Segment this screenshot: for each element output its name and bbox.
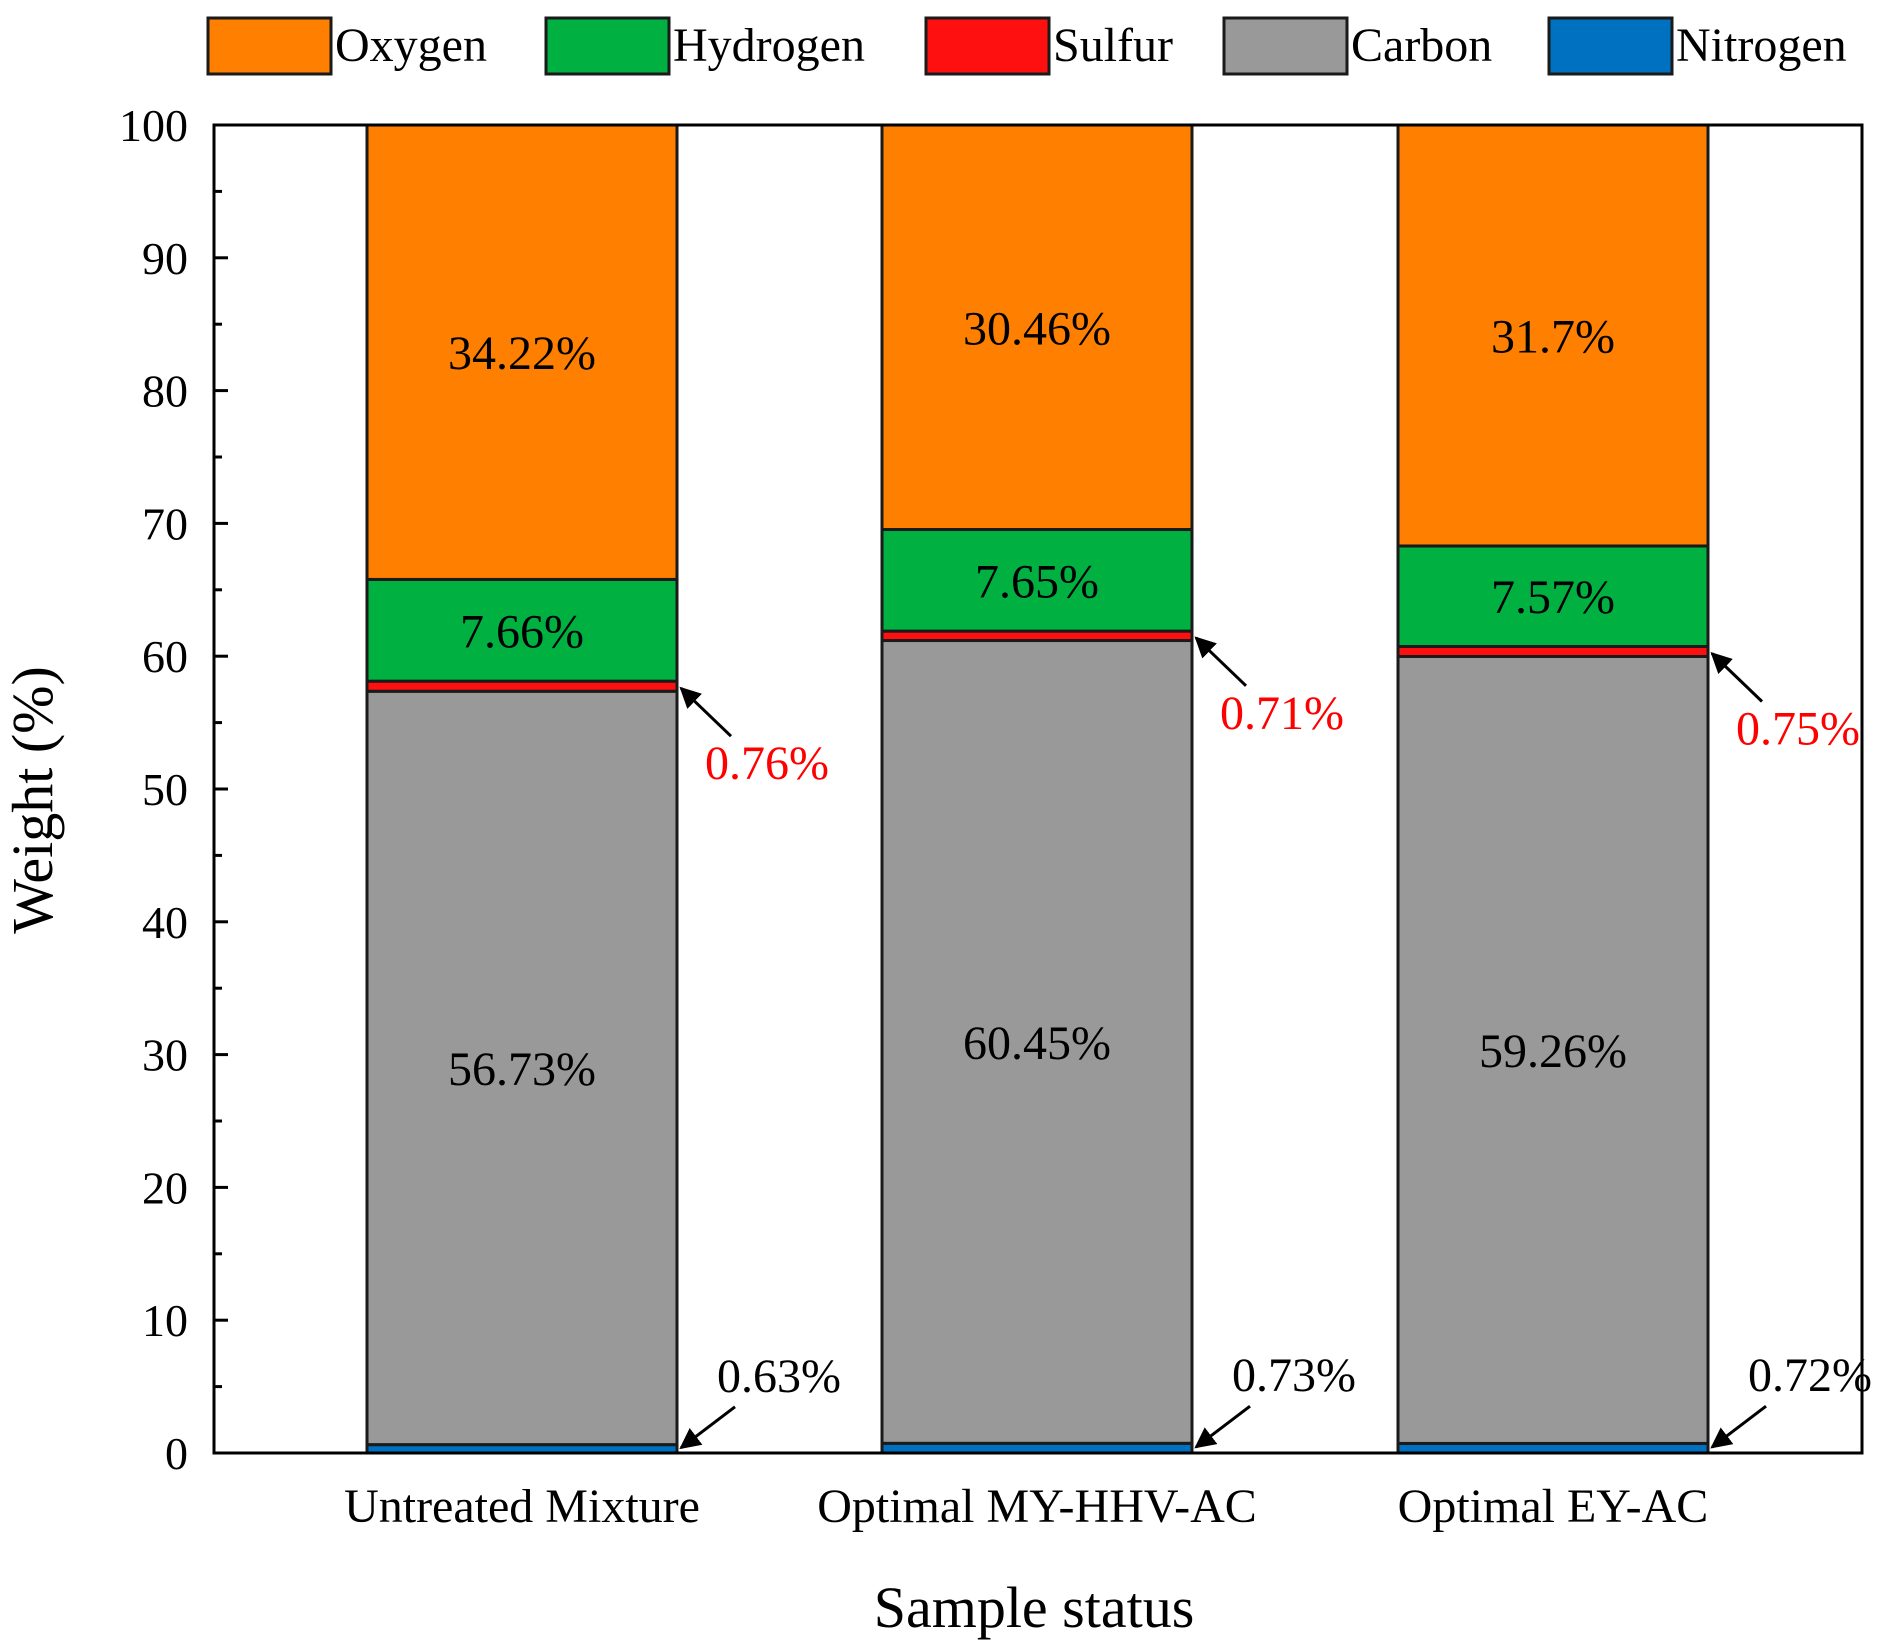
callout-arrow-nitrogen-optimal-my-hhv-ac [1194, 1404, 1251, 1449]
legend-swatch-carbon [1222, 16, 1349, 76]
y-tick-label: 60 [142, 631, 188, 682]
label-carbon-optimal-ey-ac: 59.26% [1479, 1025, 1627, 1078]
x-tick-label-untreated-mixture: Untreated Mixture [344, 1480, 700, 1533]
legend-item-carbon: Carbon [1222, 16, 1492, 76]
y-tick-label: 20 [142, 1162, 188, 1213]
y-tick-label: 30 [142, 1030, 188, 1081]
y-axis-title: Weight (%) [0, 666, 65, 934]
axes: 0 10 20 30 40 50 60 70 80 90 100 Untreated Mixture O… [119, 100, 1864, 1533]
y-tick-label: 100 [119, 100, 188, 151]
label-carbon-untreated-mixture: 56.73% [448, 1043, 596, 1096]
y-tick-label: 40 [142, 897, 188, 948]
legend-label-oxygen: Oxygen [335, 19, 487, 72]
label-nitrogen-optimal-ey-ac: 0.72% [1748, 1349, 1872, 1402]
legend-item-oxygen: Oxygen [206, 16, 487, 76]
bar-carbon-optimal-ey-ac [1396, 654, 1710, 1445]
legend-swatch-sulfur [924, 16, 1051, 76]
label-hydrogen-untreated-mixture: 7.66% [460, 605, 584, 658]
bar-hydrogen-optimal-ey-ac [1396, 544, 1710, 649]
x-axis-title: Sample status [874, 1575, 1195, 1640]
legend: Oxygen Hydrogen Sulfur Carbon Nitrogen [206, 16, 1847, 76]
label-sulfur-untreated-mixture: 0.76% [705, 737, 829, 790]
legend-label-sulfur: Sulfur [1053, 19, 1173, 72]
bar-oxygen-untreated-mixture [365, 123, 679, 581]
bar-hydrogen-optimal-my-hhv-ac [880, 528, 1194, 633]
bars [365, 123, 1710, 1455]
legend-label-hydrogen: Hydrogen [673, 19, 865, 72]
legend-swatch-nitrogen [1547, 16, 1674, 76]
label-oxygen-optimal-ey-ac: 31.7% [1491, 310, 1615, 363]
legend-swatch-oxygen [206, 16, 333, 76]
label-nitrogen-optimal-my-hhv-ac: 0.73% [1232, 1349, 1356, 1402]
bar-sulfur-untreated-mixture [365, 679, 679, 693]
x-tick-label-optimal-my-hhv-ac: Optimal MY-HHV-AC [817, 1480, 1257, 1533]
callout-arrow-sulfur-optimal-ey-ac [1710, 652, 1764, 703]
legend-label-nitrogen: Nitrogen [1676, 19, 1847, 72]
bar-hydrogen-untreated-mixture [365, 577, 679, 683]
callout-arrow-sulfur-optimal-my-hhv-ac [1194, 636, 1248, 687]
y-tick-label: 90 [142, 233, 188, 284]
callout-arrow-sulfur-untreated-mixture [679, 686, 733, 738]
label-hydrogen-optimal-ey-ac: 7.57% [1491, 571, 1615, 624]
legend-label-carbon: Carbon [1351, 19, 1492, 72]
bar-oxygen-optimal-ey-ac [1396, 123, 1710, 548]
y-tick-label: 10 [142, 1295, 188, 1346]
label-oxygen-untreated-mixture: 34.22% [448, 327, 596, 380]
label-oxygen-optimal-my-hhv-ac: 30.46% [963, 302, 1111, 355]
bar-oxygen-optimal-my-hhv-ac [880, 123, 1194, 532]
callout-arrow-nitrogen-untreated-mixture [679, 1405, 736, 1450]
legend-item-hydrogen: Hydrogen [544, 16, 865, 76]
y-tick-label: 70 [142, 498, 188, 549]
label-sulfur-optimal-ey-ac: 0.75% [1736, 702, 1860, 755]
label-hydrogen-optimal-my-hhv-ac: 7.65% [975, 555, 1099, 608]
label-nitrogen-untreated-mixture: 0.63% [717, 1350, 841, 1403]
label-carbon-optimal-my-hhv-ac: 60.45% [963, 1017, 1111, 1070]
label-sulfur-optimal-my-hhv-ac: 0.71% [1220, 687, 1344, 740]
legend-swatch-hydrogen [544, 16, 671, 76]
y-tick-label: 50 [142, 764, 188, 815]
legend-item-sulfur: Sulfur [924, 16, 1173, 76]
bar-carbon-untreated-mixture [365, 689, 679, 1447]
y-tick-label: 0 [165, 1428, 188, 1479]
y-tick-label: 80 [142, 366, 188, 417]
callout-arrow-nitrogen-optimal-ey-ac [1710, 1405, 1767, 1449]
x-tick-label-optimal-ey-ac: Optimal EY-AC [1398, 1480, 1709, 1533]
data-labels: 0.63% 56.73% 0.76% 7.66% 34.22% 0.73% 60.45% 0.… [448, 302, 1872, 1450]
legend-item-nitrogen: Nitrogen [1547, 16, 1847, 76]
